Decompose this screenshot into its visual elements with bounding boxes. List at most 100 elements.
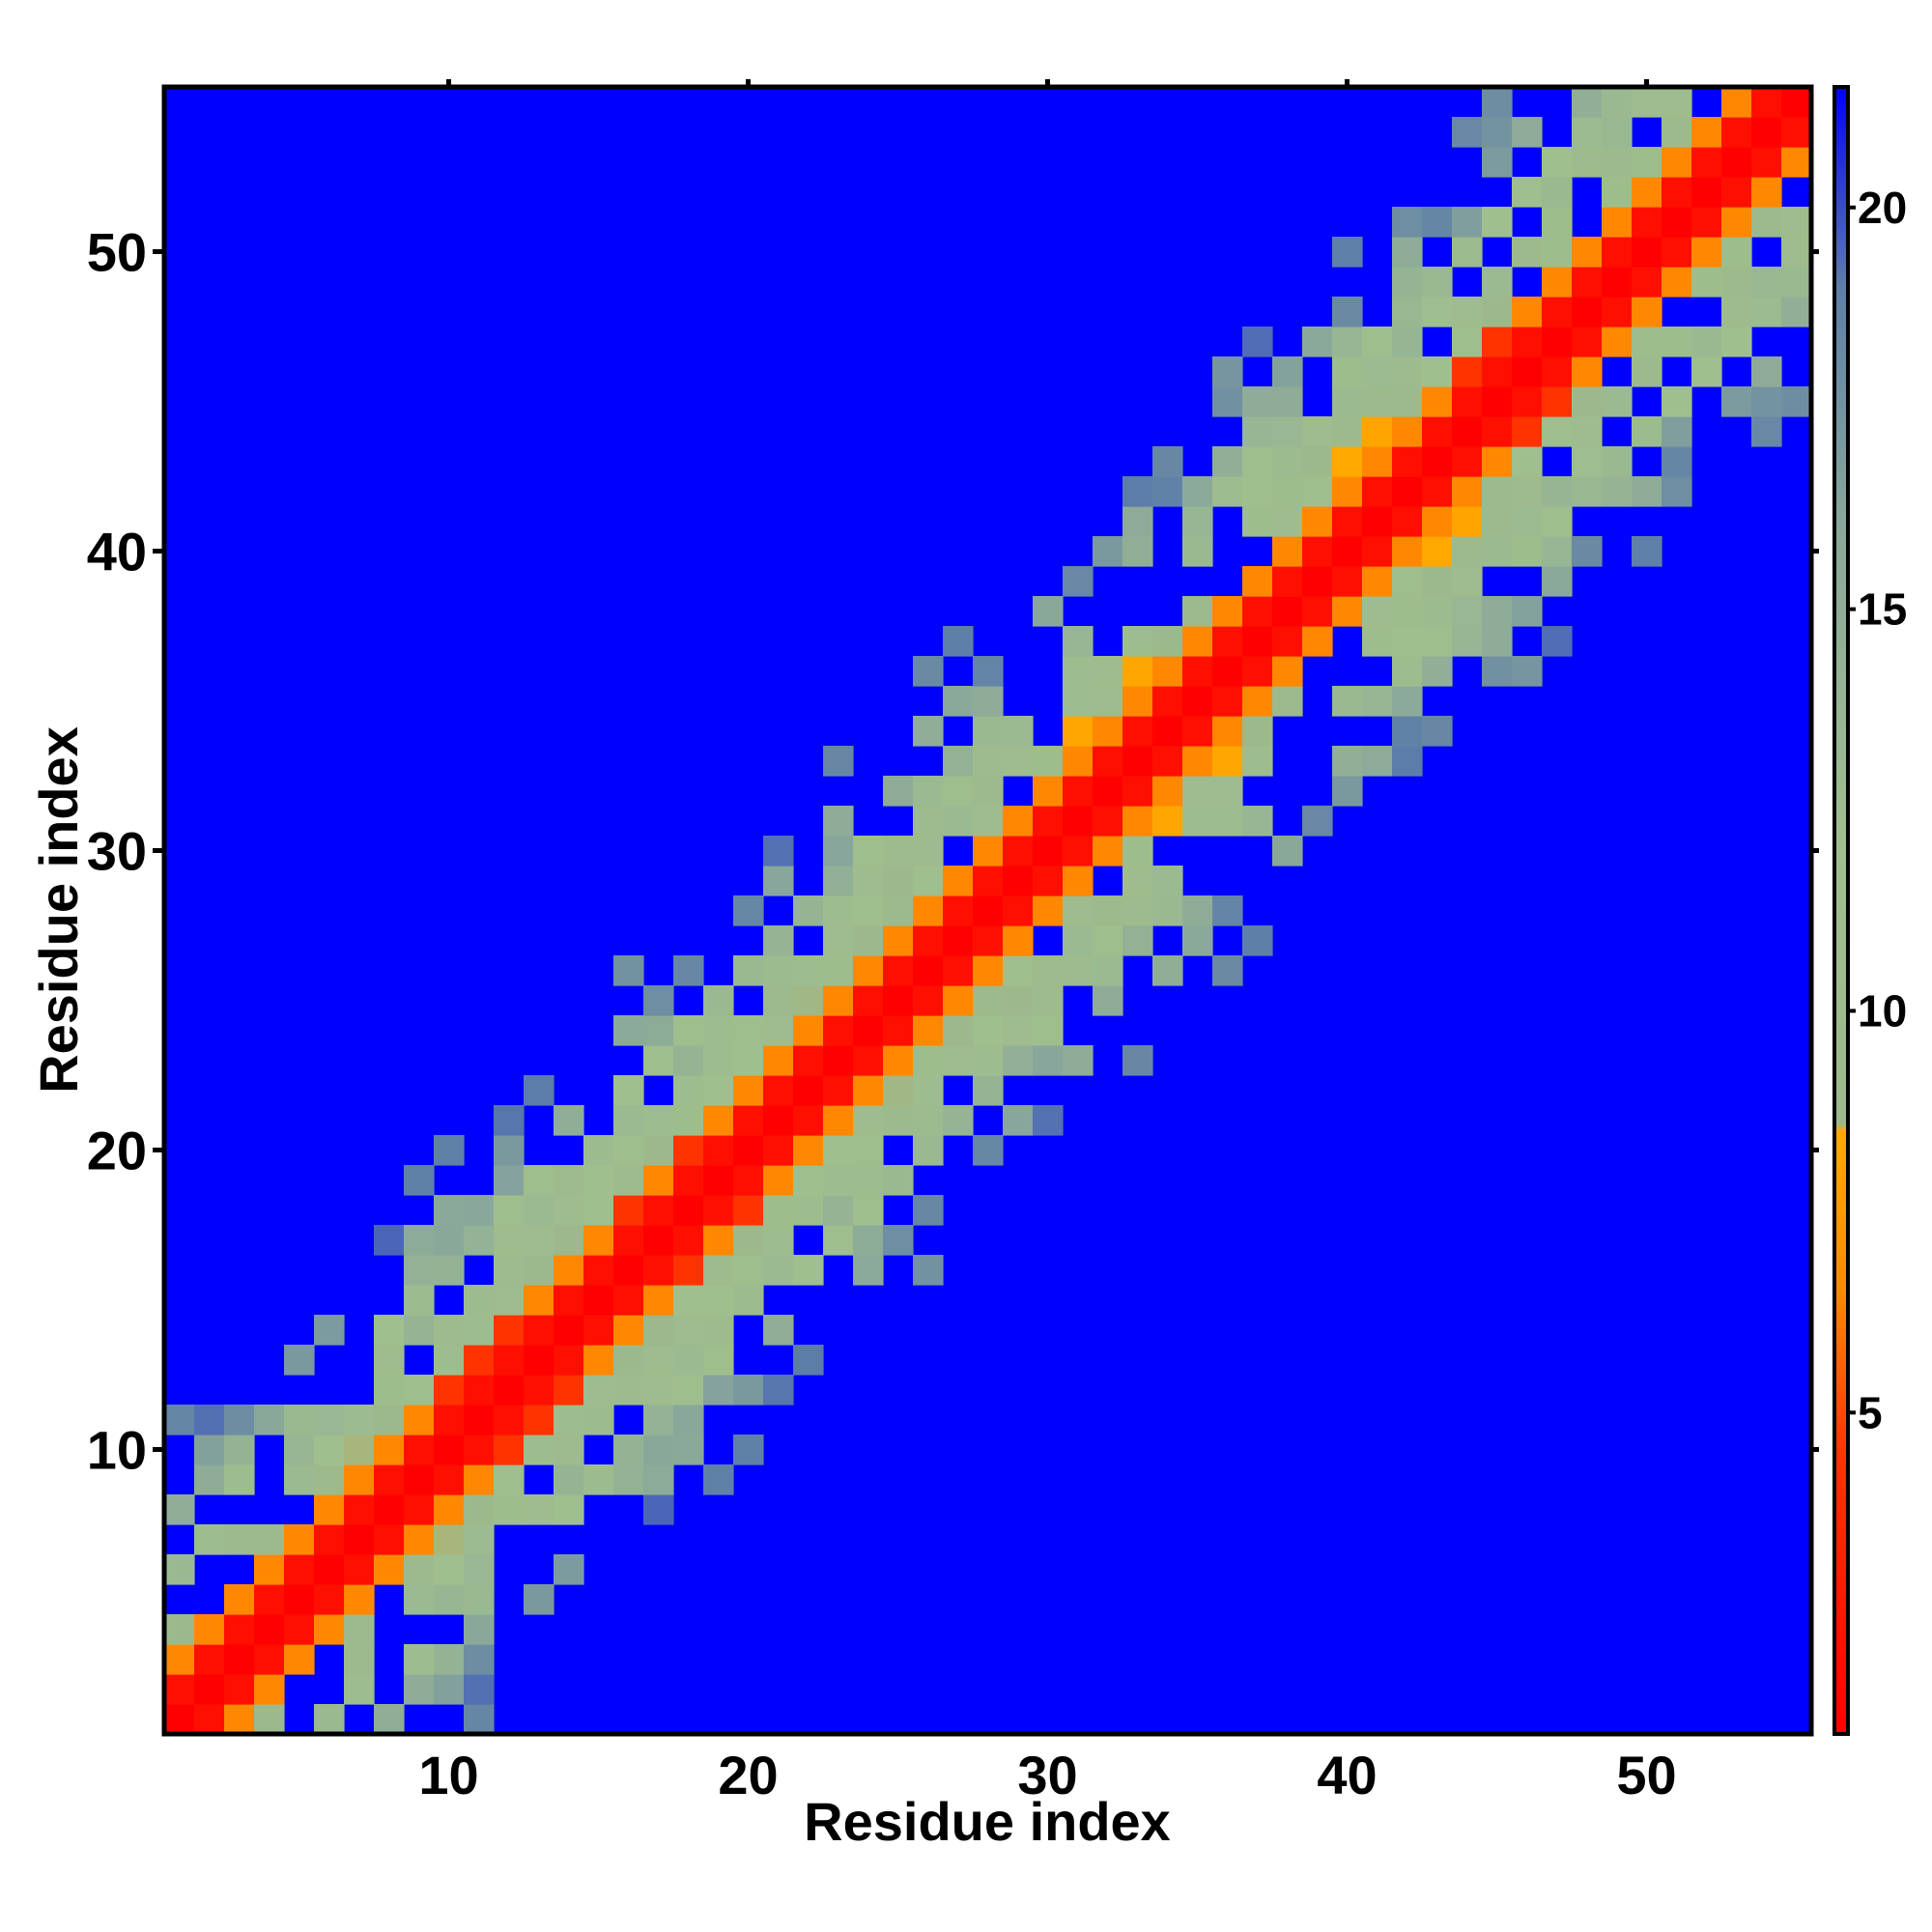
heatmap-cell <box>1632 327 1662 357</box>
heatmap-cell <box>613 1345 644 1376</box>
heatmap-cell <box>1302 506 1333 537</box>
heatmap-cell <box>1422 207 1453 238</box>
heatmap-cell <box>1422 356 1453 387</box>
heatmap-cell <box>1093 686 1123 717</box>
heatmap-cell <box>1572 147 1603 178</box>
heatmap-cell <box>763 1045 794 1076</box>
heatmap-cell <box>913 1075 944 1106</box>
heatmap-cell <box>1242 656 1273 687</box>
heatmap-cell <box>613 1075 644 1106</box>
heatmap-cell <box>1512 536 1543 567</box>
heatmap-cell <box>164 1494 195 1525</box>
heatmap-cell <box>1152 716 1183 747</box>
heatmap-cell <box>1063 925 1094 956</box>
heatmap-cell <box>1033 776 1064 807</box>
heatmap-cell <box>943 776 974 807</box>
heatmap-cell <box>1392 207 1423 238</box>
heatmap-cell <box>973 925 1004 956</box>
heatmap-cell <box>1182 806 1213 837</box>
heatmap-cell <box>344 1524 375 1555</box>
heatmap-cell <box>1392 476 1423 507</box>
heatmap-cell <box>1272 626 1303 657</box>
heatmap-cell <box>823 1015 854 1046</box>
heatmap-cell <box>1482 656 1513 687</box>
heatmap-cell <box>494 1195 525 1226</box>
heatmap-cell <box>1662 386 1692 417</box>
heatmap-cell <box>823 895 854 926</box>
heatmap-cell <box>1751 87 1782 118</box>
heatmap-cell <box>943 626 974 657</box>
heatmap-cells <box>164 87 1812 1735</box>
heatmap-cell <box>763 866 794 896</box>
heatmap-cell <box>763 836 794 867</box>
heatmap-cell <box>1003 746 1034 777</box>
heatmap-cell <box>434 1524 465 1555</box>
heatmap-cell <box>1272 476 1303 507</box>
heatmap-cell <box>404 1554 435 1585</box>
heatmap-cell <box>194 1704 225 1735</box>
heatmap-cell <box>943 806 974 837</box>
heatmap-cell <box>524 1315 554 1346</box>
heatmap-cell <box>823 746 854 777</box>
heatmap-cell <box>1362 596 1393 627</box>
plot-frame <box>161 84 1814 1737</box>
heatmap-cell <box>314 1614 345 1645</box>
heatmap-cell <box>733 1285 764 1316</box>
heatmap-cell <box>1572 117 1603 148</box>
heatmap-cell <box>853 866 884 896</box>
heatmap-cell <box>1632 416 1662 447</box>
heatmap-cell <box>583 1165 614 1196</box>
heatmap-cell <box>1332 446 1363 477</box>
heatmap-cell <box>1422 446 1453 477</box>
heatmap-cell <box>314 1405 345 1435</box>
heatmap-cell <box>1422 416 1453 447</box>
heatmap-cell <box>913 895 944 926</box>
heatmap-cell <box>1093 836 1123 867</box>
heatmap-cell <box>1152 686 1183 717</box>
heatmap-cell <box>164 1704 195 1735</box>
heatmap-cell <box>763 1225 794 1256</box>
heatmap-cell <box>763 985 794 1016</box>
heatmap-cell <box>1781 87 1812 118</box>
heatmap-cell <box>404 1524 435 1555</box>
heatmap-cell <box>1691 117 1722 148</box>
heatmap-cell <box>344 1644 375 1675</box>
heatmap-cell <box>913 806 944 837</box>
heatmap-cell <box>1662 147 1692 178</box>
heatmap-cell <box>404 1494 435 1525</box>
heatmap-cell <box>1602 297 1633 327</box>
heatmap-cell <box>883 1165 914 1196</box>
heatmap-cell <box>1212 716 1243 747</box>
heatmap-cell <box>1033 806 1064 837</box>
heatmap-cell <box>913 1015 944 1046</box>
heatmap-cell <box>1512 386 1543 417</box>
heatmap-cell <box>554 1345 584 1376</box>
heatmap-cell <box>1422 656 1453 687</box>
heatmap-cell <box>1003 985 1034 1016</box>
heatmap-cell <box>1662 87 1692 118</box>
heatmap-cell <box>913 1135 944 1166</box>
heatmap-cell <box>1721 147 1752 178</box>
heatmap-cell <box>1063 566 1094 597</box>
heatmap-cell <box>913 866 944 896</box>
heatmap-cell <box>1452 416 1483 447</box>
heatmap-cell <box>1362 416 1393 447</box>
heatmap-cell <box>1781 386 1812 417</box>
heatmap-cell <box>673 1105 704 1136</box>
heatmap-cell <box>763 1165 794 1196</box>
heatmap-cell <box>793 1105 824 1136</box>
heatmap-cell <box>1152 955 1183 986</box>
heatmap-cell <box>1063 955 1094 986</box>
heatmap-cell <box>673 1375 704 1406</box>
heatmap-cell <box>524 1405 554 1435</box>
heatmap-cell <box>284 1405 315 1435</box>
heatmap-cell <box>733 895 764 926</box>
heatmap-cell <box>823 955 854 986</box>
heatmap-cell <box>1242 925 1273 956</box>
heatmap-cell <box>1512 327 1543 357</box>
heatmap-cell <box>1422 596 1453 627</box>
heatmap-cell <box>853 985 884 1016</box>
heatmap-cell <box>284 1584 315 1615</box>
heatmap-cell <box>583 1345 614 1376</box>
heatmap-cell <box>1003 716 1034 747</box>
